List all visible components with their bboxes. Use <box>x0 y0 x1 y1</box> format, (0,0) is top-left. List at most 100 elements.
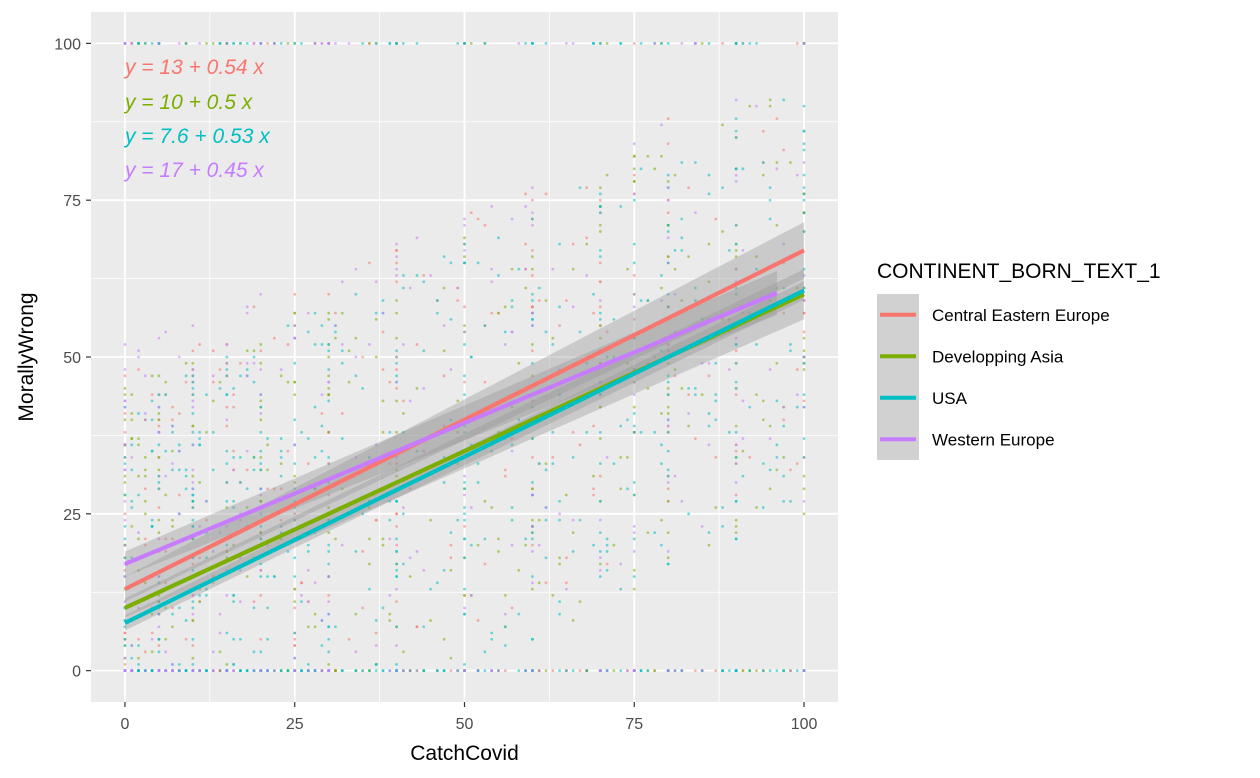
data-point <box>150 669 154 673</box>
data-point <box>245 41 249 45</box>
data-point <box>327 593 331 597</box>
data-point <box>401 274 405 277</box>
data-point <box>503 669 507 673</box>
data-point <box>184 374 188 378</box>
data-point <box>395 299 398 302</box>
data-point <box>266 443 269 447</box>
data-point <box>266 637 269 641</box>
data-point <box>666 230 670 233</box>
data-point <box>632 261 636 265</box>
data-point <box>395 644 398 647</box>
data-point <box>531 349 534 353</box>
data-point <box>293 637 297 641</box>
data-point <box>293 292 297 296</box>
data-point <box>714 399 718 403</box>
data-point <box>673 474 677 478</box>
data-point <box>401 562 405 566</box>
data-point <box>761 418 765 422</box>
data-point <box>768 186 772 190</box>
data-point <box>191 600 195 604</box>
data-point <box>164 393 168 397</box>
data-point <box>463 474 466 478</box>
data-point <box>456 669 460 673</box>
data-point <box>259 575 263 578</box>
data-point <box>802 299 806 302</box>
data-point <box>415 625 419 629</box>
data-point <box>327 380 331 384</box>
data-point <box>449 669 453 673</box>
data-point <box>395 380 398 384</box>
data-point <box>598 393 602 397</box>
data-point <box>143 374 147 378</box>
data-point <box>327 637 331 641</box>
data-point <box>198 41 202 45</box>
data-point <box>673 267 677 271</box>
data-point <box>164 380 168 384</box>
data-point <box>517 361 521 365</box>
data-point <box>130 437 134 440</box>
data-point <box>320 412 324 415</box>
data-point <box>463 393 466 397</box>
data-point <box>503 625 507 629</box>
data-point <box>225 631 229 635</box>
data-point <box>619 41 623 45</box>
data-point <box>598 311 602 315</box>
data-point <box>571 518 575 522</box>
data-point <box>191 662 195 666</box>
data-point <box>666 380 670 384</box>
data-point <box>225 550 229 553</box>
data-point <box>313 41 317 45</box>
data-point <box>306 625 310 629</box>
data-point <box>734 518 738 522</box>
data-point <box>395 568 398 572</box>
data-point <box>327 317 331 321</box>
data-point <box>802 405 806 409</box>
data-point <box>605 537 609 541</box>
data-point <box>143 650 147 654</box>
data-point <box>707 412 711 415</box>
data-point <box>544 518 548 522</box>
data-point <box>755 343 758 346</box>
data-point <box>232 600 236 604</box>
data-point <box>660 543 663 547</box>
data-point <box>802 512 806 516</box>
data-point <box>680 161 684 164</box>
data-point <box>123 568 127 572</box>
data-point <box>218 612 222 616</box>
data-point <box>286 380 290 384</box>
data-point <box>239 600 242 604</box>
data-point <box>463 662 466 666</box>
data-point <box>347 349 351 353</box>
data-point <box>463 41 466 45</box>
data-point <box>632 430 636 434</box>
data-point <box>137 41 140 45</box>
data-point <box>789 161 792 164</box>
data-point <box>300 430 303 434</box>
data-point <box>171 669 174 673</box>
data-point <box>680 669 684 673</box>
data-point <box>802 198 806 202</box>
data-point <box>191 474 195 478</box>
data-point <box>551 593 555 597</box>
data-point <box>768 487 772 491</box>
data-point <box>252 361 256 365</box>
data-point <box>700 317 704 321</box>
data-point <box>639 41 643 45</box>
data-point <box>293 443 297 447</box>
data-point <box>327 662 331 666</box>
data-point <box>789 343 792 346</box>
data-point <box>415 236 419 240</box>
data-point <box>381 399 385 403</box>
data-point <box>802 41 806 45</box>
data-point <box>497 537 500 541</box>
data-point <box>157 669 161 673</box>
data-point <box>449 418 453 422</box>
data-point <box>531 324 534 328</box>
data-point <box>571 669 575 673</box>
data-point <box>483 223 487 227</box>
data-point <box>259 512 263 516</box>
data-point <box>137 368 140 371</box>
data-point <box>632 274 636 277</box>
data-point <box>320 644 324 647</box>
data-point <box>510 217 514 221</box>
